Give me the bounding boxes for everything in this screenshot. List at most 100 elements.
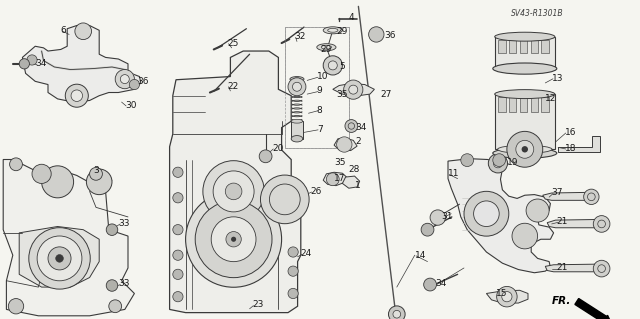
Circle shape	[120, 75, 129, 84]
Circle shape	[129, 79, 140, 90]
Circle shape	[512, 223, 538, 249]
Circle shape	[75, 23, 92, 40]
Circle shape	[292, 82, 301, 91]
Text: 3: 3	[93, 166, 99, 175]
Circle shape	[173, 167, 183, 177]
Text: 34: 34	[435, 279, 447, 288]
Ellipse shape	[321, 45, 332, 49]
Circle shape	[461, 154, 474, 167]
Circle shape	[203, 161, 264, 222]
Circle shape	[326, 173, 339, 186]
Circle shape	[115, 70, 134, 89]
Text: 11: 11	[448, 169, 460, 178]
Circle shape	[288, 288, 298, 299]
Text: 33: 33	[118, 279, 130, 288]
Bar	[541, 40, 549, 53]
Polygon shape	[543, 192, 595, 200]
Ellipse shape	[493, 148, 557, 158]
Text: 28: 28	[349, 165, 360, 174]
Circle shape	[213, 171, 254, 212]
Circle shape	[56, 255, 63, 262]
Text: 36: 36	[384, 31, 396, 40]
Text: 4: 4	[349, 13, 355, 22]
Circle shape	[507, 131, 543, 167]
Text: 15: 15	[496, 289, 508, 298]
Circle shape	[211, 217, 256, 262]
Text: 13: 13	[552, 74, 563, 83]
Polygon shape	[19, 226, 99, 287]
Circle shape	[393, 310, 401, 318]
Polygon shape	[22, 26, 141, 102]
Circle shape	[388, 306, 405, 319]
Text: 34: 34	[35, 59, 47, 68]
Text: 16: 16	[564, 128, 576, 137]
Circle shape	[369, 27, 384, 42]
Text: 2: 2	[355, 137, 361, 146]
Text: FR.: FR.	[552, 296, 571, 307]
Polygon shape	[545, 264, 605, 272]
Text: 21: 21	[557, 217, 568, 226]
Text: 21: 21	[557, 263, 568, 272]
Ellipse shape	[498, 145, 552, 153]
Circle shape	[10, 158, 22, 171]
Circle shape	[186, 191, 282, 287]
Circle shape	[225, 183, 242, 200]
Text: 5: 5	[339, 63, 345, 71]
Ellipse shape	[493, 63, 557, 74]
Bar	[531, 97, 538, 112]
Circle shape	[29, 228, 90, 289]
Bar	[541, 97, 549, 112]
Ellipse shape	[294, 78, 300, 80]
Circle shape	[65, 84, 88, 107]
Circle shape	[288, 78, 306, 96]
Circle shape	[526, 199, 549, 222]
Circle shape	[430, 210, 445, 225]
Text: 25: 25	[227, 39, 239, 48]
Text: 8: 8	[317, 106, 323, 115]
Text: 30: 30	[125, 101, 136, 110]
Circle shape	[109, 300, 122, 313]
Text: 20: 20	[272, 144, 284, 153]
Bar	[498, 97, 506, 112]
Circle shape	[195, 201, 272, 278]
Ellipse shape	[317, 44, 336, 51]
Circle shape	[474, 201, 499, 226]
Bar	[498, 40, 506, 53]
Circle shape	[259, 150, 272, 163]
Circle shape	[173, 292, 183, 302]
Ellipse shape	[495, 90, 555, 99]
Bar	[285, 27, 349, 148]
Circle shape	[584, 189, 599, 204]
Circle shape	[173, 225, 183, 235]
Ellipse shape	[328, 28, 338, 32]
Text: 31: 31	[442, 212, 453, 221]
Circle shape	[90, 167, 102, 180]
Text: 37: 37	[552, 189, 563, 197]
Text: 18: 18	[564, 144, 576, 153]
Ellipse shape	[323, 27, 342, 34]
Text: 27: 27	[381, 90, 392, 99]
Text: 19: 19	[507, 158, 518, 167]
Circle shape	[516, 140, 534, 158]
FancyArrow shape	[575, 299, 612, 319]
Circle shape	[173, 193, 183, 203]
Text: 24: 24	[301, 249, 312, 258]
Text: 29: 29	[320, 45, 332, 54]
Circle shape	[27, 55, 37, 65]
Circle shape	[260, 175, 309, 224]
Circle shape	[226, 232, 241, 247]
Bar	[509, 40, 516, 53]
Circle shape	[349, 85, 358, 94]
Bar	[495, 37, 555, 69]
Text: SV43-R1301B: SV43-R1301B	[511, 9, 564, 18]
Polygon shape	[558, 136, 600, 152]
Circle shape	[173, 269, 183, 279]
Circle shape	[8, 299, 24, 314]
Text: 12: 12	[545, 94, 557, 103]
Polygon shape	[448, 159, 554, 273]
Circle shape	[522, 146, 528, 152]
Text: 32: 32	[294, 32, 306, 41]
Circle shape	[344, 80, 363, 99]
Circle shape	[424, 278, 436, 291]
Circle shape	[173, 250, 183, 260]
